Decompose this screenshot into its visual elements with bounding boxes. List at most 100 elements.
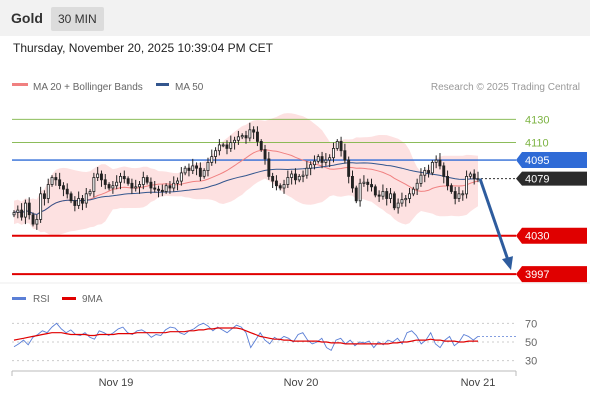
candle-body bbox=[309, 164, 313, 169]
candle-body bbox=[221, 144, 225, 147]
candle-body bbox=[16, 209, 20, 213]
candle-body bbox=[122, 175, 126, 180]
candle-body bbox=[84, 193, 88, 204]
candle-body bbox=[392, 193, 396, 209]
candle-body bbox=[107, 184, 111, 189]
candle-body bbox=[434, 159, 438, 163]
candle-body bbox=[274, 180, 278, 187]
level-label-4110: 4110 bbox=[525, 138, 549, 150]
candle-body bbox=[153, 187, 157, 190]
candle-body bbox=[141, 177, 145, 185]
last-price-label: 4079 bbox=[525, 174, 549, 186]
candle-body bbox=[229, 142, 233, 149]
legend-swatch-ma50 bbox=[156, 83, 169, 86]
candle-body bbox=[217, 144, 221, 152]
candle-body bbox=[244, 135, 248, 139]
candle-body bbox=[419, 174, 423, 184]
level-tag-4030 bbox=[516, 227, 587, 244]
candle-body bbox=[69, 193, 73, 202]
candle-body bbox=[438, 159, 442, 167]
candle-body bbox=[214, 150, 217, 157]
candle-body bbox=[187, 167, 191, 171]
candle-body bbox=[88, 191, 92, 195]
rsi-series-9ma bbox=[13, 327, 478, 345]
candle-body bbox=[58, 179, 62, 187]
ma50-line bbox=[13, 162, 479, 216]
candle-body bbox=[168, 185, 172, 189]
rsi-tick-70: 70 bbox=[525, 318, 537, 330]
candle-body bbox=[179, 172, 183, 182]
candle-body bbox=[350, 175, 354, 189]
candle-body bbox=[301, 174, 305, 177]
candle-body bbox=[430, 161, 434, 174]
candle-body bbox=[343, 150, 347, 161]
candle-body bbox=[233, 139, 236, 144]
top-bar: Gold 30 MIN bbox=[0, 0, 590, 36]
candle-body bbox=[278, 185, 282, 189]
candle-body bbox=[236, 136, 240, 141]
candle-body bbox=[472, 173, 476, 180]
interval-button[interactable]: 30 MIN bbox=[51, 7, 104, 31]
candle-body bbox=[164, 185, 168, 192]
candle-body bbox=[225, 144, 229, 149]
candle-body bbox=[427, 170, 430, 174]
candle-body bbox=[46, 184, 50, 199]
candle-body bbox=[206, 161, 210, 171]
bollinger-band bbox=[14, 113, 478, 236]
candle-body bbox=[400, 199, 404, 204]
symbol-label: Gold bbox=[11, 10, 43, 26]
last-price-tag bbox=[516, 171, 587, 186]
candle-body bbox=[183, 167, 187, 174]
legend-swatch-ma20 bbox=[12, 83, 28, 86]
candle-body bbox=[145, 177, 149, 183]
level-label-4095: 4095 bbox=[525, 155, 549, 167]
candle-body bbox=[115, 181, 119, 187]
candle-body bbox=[347, 159, 351, 177]
candle-body bbox=[81, 198, 84, 204]
candle-body bbox=[297, 175, 301, 181]
source-note: Research © 2025 Trading Central bbox=[431, 82, 580, 93]
candle-body bbox=[43, 193, 46, 199]
rsi-plot: 70 50 30 bbox=[12, 318, 537, 368]
candle-body bbox=[31, 214, 35, 225]
candle-body bbox=[324, 159, 328, 163]
candle-body bbox=[202, 170, 206, 177]
candle-body bbox=[259, 140, 263, 150]
candle-body bbox=[96, 173, 100, 178]
level-label-3997: 3997 bbox=[525, 269, 549, 281]
candle-body bbox=[103, 179, 107, 185]
candle-body bbox=[100, 173, 103, 181]
candle-body bbox=[73, 200, 77, 206]
forecast-arrow-head bbox=[502, 256, 513, 271]
candle-body bbox=[130, 182, 134, 189]
level-label-4030: 4030 bbox=[525, 231, 549, 243]
candle-body bbox=[457, 193, 461, 199]
legend-swatch-rsi bbox=[12, 297, 26, 300]
candle-body bbox=[370, 184, 373, 188]
candle-body bbox=[176, 180, 179, 184]
x-tick-nov19: Nov 19 bbox=[99, 377, 134, 389]
candle-body bbox=[449, 185, 453, 192]
candle-body bbox=[411, 188, 415, 195]
candle-body bbox=[328, 157, 332, 161]
candle-body bbox=[138, 184, 141, 188]
candle-body bbox=[62, 185, 65, 190]
level-label-4130: 4130 bbox=[525, 114, 549, 126]
candle-body bbox=[286, 177, 290, 185]
candle-body bbox=[252, 129, 256, 133]
candle-body bbox=[210, 156, 214, 163]
candle-body bbox=[23, 202, 27, 218]
candle-body bbox=[293, 173, 297, 181]
candle-body bbox=[198, 167, 202, 177]
candle-body bbox=[423, 170, 427, 176]
legend-swatch-9ma bbox=[62, 297, 76, 300]
forecast-arrow-shaft bbox=[478, 178, 510, 261]
candle-body bbox=[465, 175, 468, 195]
candle-body bbox=[354, 187, 358, 202]
candle-body bbox=[453, 191, 457, 199]
candle-body bbox=[172, 182, 176, 189]
candle-body bbox=[65, 188, 69, 195]
candle-body bbox=[396, 202, 400, 209]
candle-body bbox=[385, 191, 389, 199]
